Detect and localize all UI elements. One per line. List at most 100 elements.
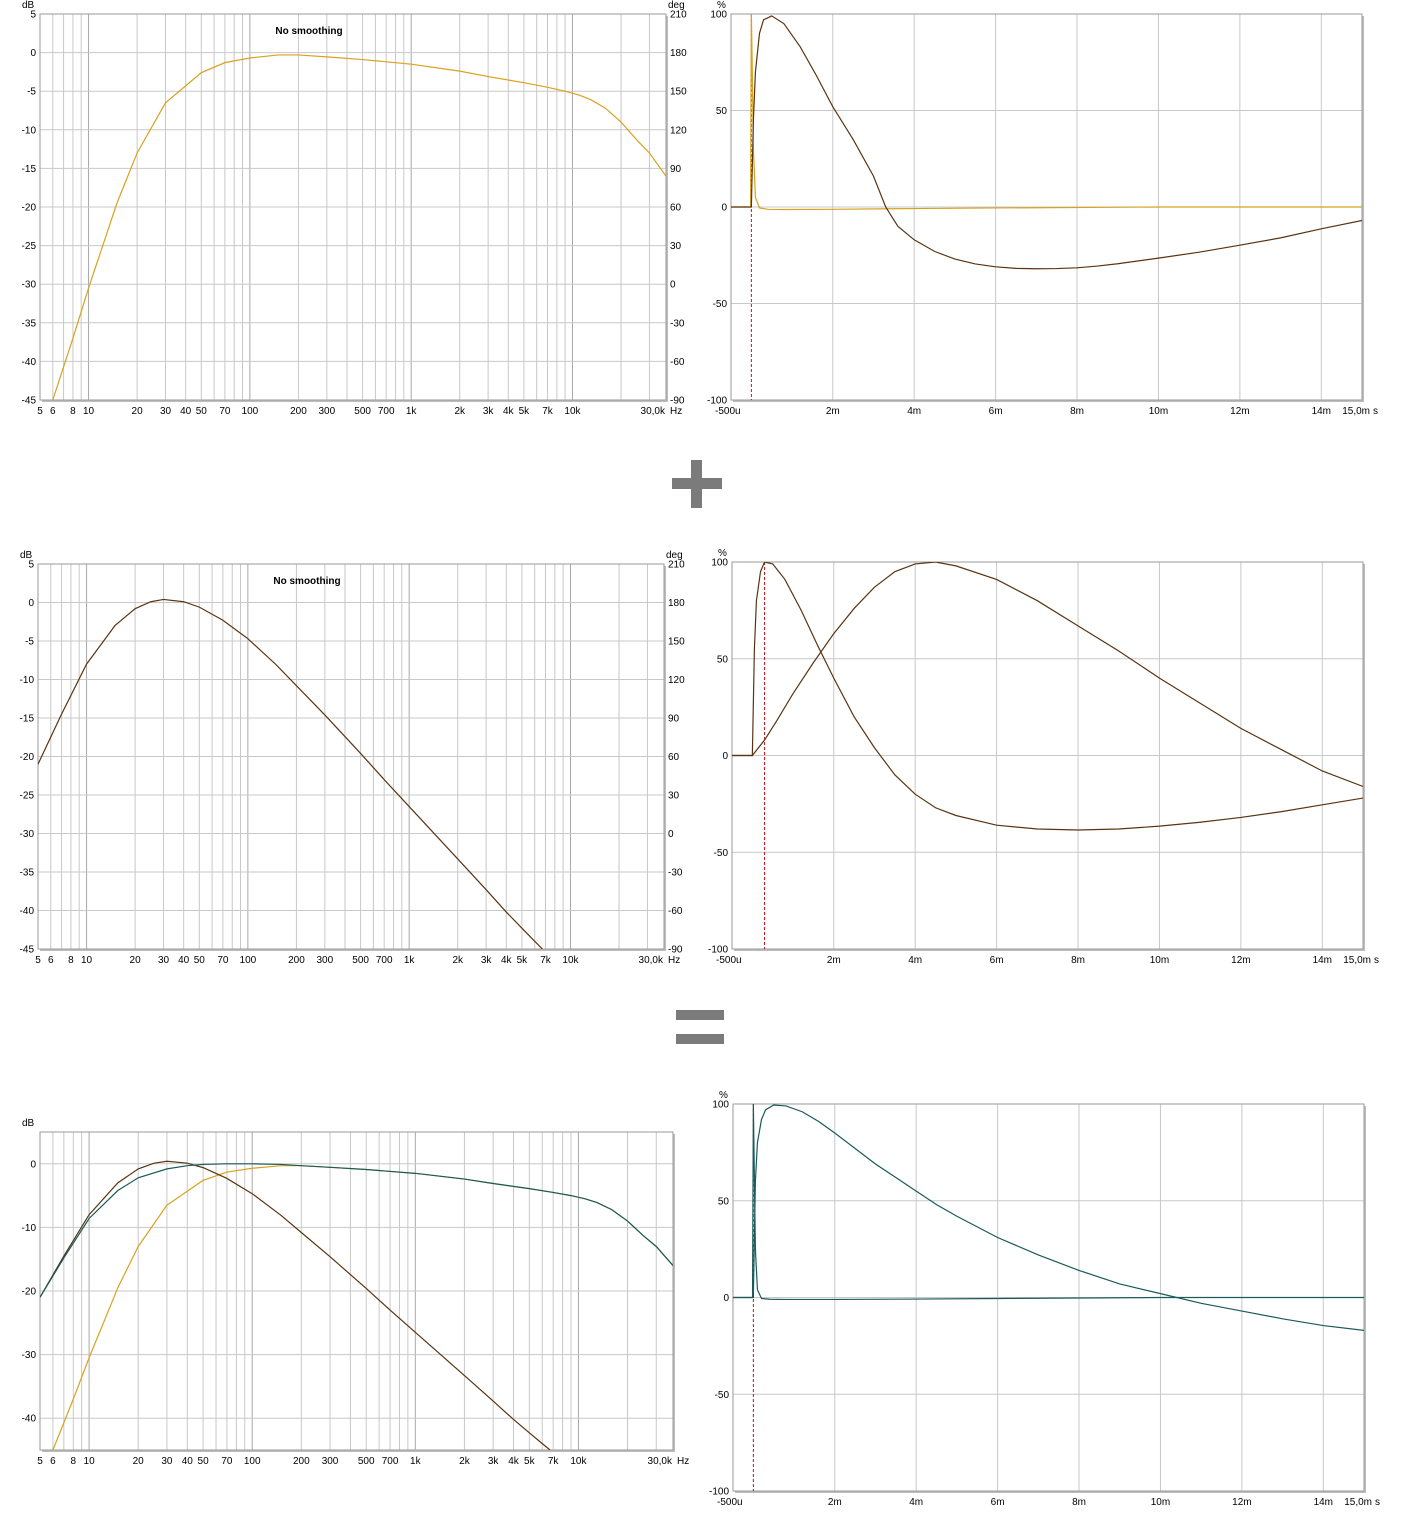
y2-tick-label: 60 xyxy=(668,752,680,763)
series-line-2 xyxy=(732,562,1363,788)
x-tick-label: 50 xyxy=(196,406,208,417)
y-tick-label: 100 xyxy=(711,558,728,569)
y2-tick-label: 0 xyxy=(668,829,674,840)
y-tick-label: -15 xyxy=(22,164,37,175)
y-tick-label: -40 xyxy=(20,906,35,917)
y-tick-label: -25 xyxy=(20,791,35,802)
x-axis-unit-label: s xyxy=(1374,955,1379,966)
y2-tick-label: -30 xyxy=(668,868,683,879)
x-tick-label: 10m xyxy=(1149,406,1168,417)
x-tick-label: 4k xyxy=(503,406,515,417)
y-tick-label: -30 xyxy=(20,829,35,840)
y2-tick-label: -90 xyxy=(668,945,683,956)
x-tick-label: 3k xyxy=(481,955,493,966)
x-tick-label: 5 xyxy=(35,955,41,966)
x-tick-label: 300 xyxy=(322,1456,339,1467)
y-tick-label: 50 xyxy=(717,654,729,665)
x-tick-label: 8 xyxy=(68,955,74,966)
impulse-response-chart-2: 100 50 0 -50 -100% -500u 2m 4m 6m 8m 10m 12m 14m 15,0… xyxy=(700,548,1400,968)
y2-tick-label: 90 xyxy=(668,714,680,725)
x-tick-label: 6 xyxy=(50,406,56,417)
x-tick-label: 5 xyxy=(37,406,43,417)
x-tick-label: 30,0k xyxy=(648,1456,673,1467)
x-tick-label: 20 xyxy=(133,1456,145,1467)
y-tick-label: -45 xyxy=(20,945,35,956)
y-tick-label: -40 xyxy=(22,1414,37,1425)
equals-sign xyxy=(676,1010,724,1046)
y-tick-label: -35 xyxy=(20,868,35,879)
plot-frame xyxy=(39,1131,674,1451)
y-tick-label: 50 xyxy=(718,1196,730,1207)
x-tick-label: 500 xyxy=(354,406,371,417)
y-tick-label: -5 xyxy=(25,637,34,648)
y-tick-label: 0 xyxy=(30,1159,36,1170)
x-tick-label: 1k xyxy=(406,406,418,417)
x-tick-label: 15,0m xyxy=(1342,406,1370,417)
y-tick-label: -50 xyxy=(715,1390,730,1401)
x-tick-label: 100 xyxy=(242,406,259,417)
y2-tick-label: -60 xyxy=(668,906,683,917)
x-tick-label: 4k xyxy=(508,1456,520,1467)
x-tick-label: 500 xyxy=(358,1456,375,1467)
x-tick-label: 100 xyxy=(240,955,257,966)
x-tick-label: 14m xyxy=(1312,406,1331,417)
x-axis-unit-label: Hz xyxy=(668,955,680,966)
y-tick-label: -10 xyxy=(22,125,37,136)
x-tick-label: 40 xyxy=(182,1456,194,1467)
x-tick-label: 10k xyxy=(562,955,579,966)
x-tick-label: 20 xyxy=(132,406,144,417)
x-tick-label: 30 xyxy=(161,1456,173,1467)
y-tick-label: -45 xyxy=(22,396,37,407)
y-tick-label: -40 xyxy=(22,357,37,368)
x-tick-label: 8m xyxy=(1070,406,1084,417)
y-axis-unit-label: dB xyxy=(20,550,33,561)
x-tick-label: 6m xyxy=(989,406,1003,417)
y-axis-unit-label: % xyxy=(717,0,726,11)
y2-tick-label: 120 xyxy=(668,675,685,686)
x-tick-label: 20 xyxy=(130,955,142,966)
x-tick-label: 12m xyxy=(1230,406,1249,417)
y2-tick-label: -60 xyxy=(670,357,685,368)
y-tick-label: -15 xyxy=(20,714,35,725)
x-tick-label: 300 xyxy=(318,406,335,417)
y2-tick-label: 210 xyxy=(668,560,685,571)
plot-frame xyxy=(39,13,667,401)
x-tick-label: 6 xyxy=(50,1456,56,1467)
y-tick-label: -30 xyxy=(22,1350,37,1361)
x-tick-label: 10 xyxy=(81,955,93,966)
x-axis-unit-label: s xyxy=(1373,406,1378,417)
series-line-2 xyxy=(733,1104,1364,1331)
y2-tick-label: 150 xyxy=(668,637,685,648)
x-tick-label: 3k xyxy=(488,1456,500,1467)
y-tick-label: -20 xyxy=(20,752,35,763)
y-axis-unit-label: % xyxy=(719,1090,728,1101)
y2-tick-label: 210 xyxy=(670,10,687,21)
x-tick-label: 6 xyxy=(48,955,54,966)
x-tick-label: 40 xyxy=(180,406,192,417)
x-tick-label: -500u xyxy=(715,406,741,417)
x-tick-label: 2k xyxy=(459,1456,471,1467)
x-tick-label: 2k xyxy=(452,955,464,966)
x-tick-label: 2k xyxy=(454,406,466,417)
x-tick-label: 8m xyxy=(1072,1497,1086,1508)
y-axis-unit-label: dB xyxy=(22,1118,35,1129)
y-tick-label: -25 xyxy=(22,241,37,252)
y-tick-label: 0 xyxy=(721,203,727,214)
x-tick-label: 30,0k xyxy=(639,955,664,966)
x-tick-label: 30 xyxy=(160,406,172,417)
x-tick-label: 10k xyxy=(570,1456,587,1467)
x-tick-label: -500u xyxy=(717,1497,743,1508)
impulse-response-chart-3: 100 50 0 -50 -100% -500u 2m 4m 6m 8m 10m 12m 14m 15,0… xyxy=(700,1090,1400,1510)
x-tick-label: 14m xyxy=(1314,1497,1333,1508)
y2-tick-label: 30 xyxy=(670,241,682,252)
x-tick-label: 10m xyxy=(1151,1497,1170,1508)
x-tick-label: 6m xyxy=(990,955,1004,966)
impulse-response-chart-1: 100 50 0 -50 -100% -500u 2m 4m 6m 8m 10m 12m 14m 15,0… xyxy=(700,0,1400,420)
x-tick-label: 7k xyxy=(548,1456,560,1467)
series-line-2 xyxy=(40,1160,551,1450)
y-axis-unit-label: dB xyxy=(22,0,35,11)
x-axis-unit-label: s xyxy=(1375,1497,1380,1508)
y-tick-label: -10 xyxy=(22,1223,37,1234)
x-tick-label: 10 xyxy=(83,406,95,417)
y-tick-label: -20 xyxy=(22,203,37,214)
